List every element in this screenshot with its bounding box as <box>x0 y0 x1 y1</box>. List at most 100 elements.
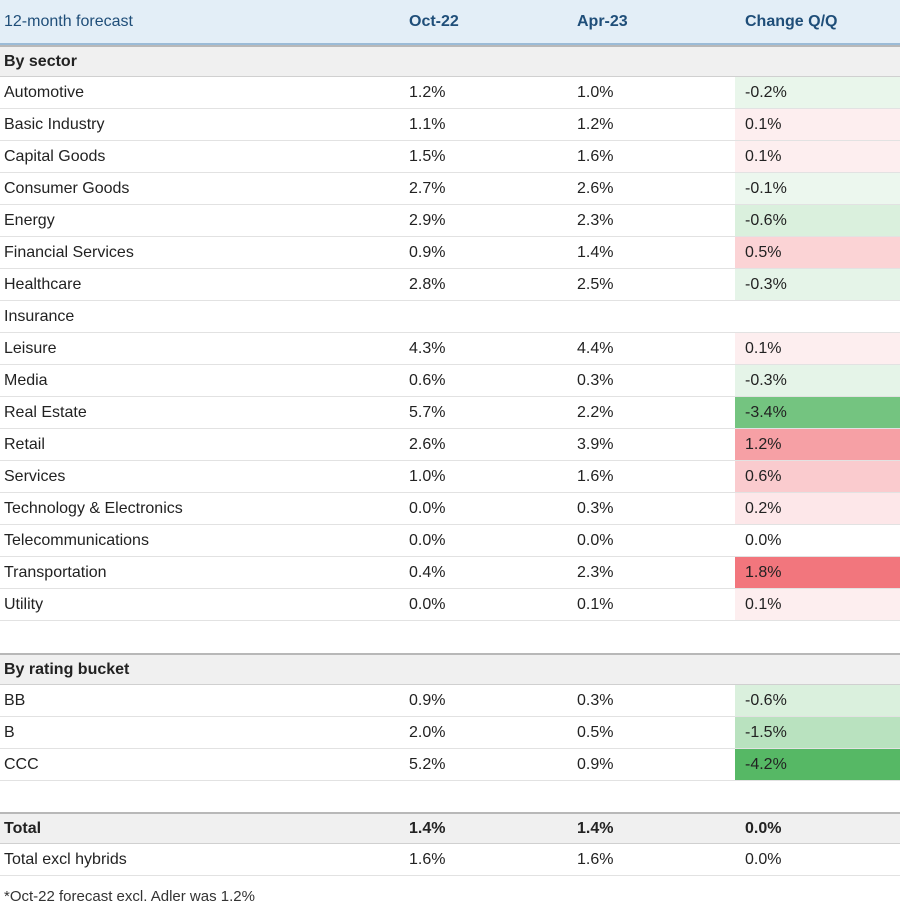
oct22-value: 2.9% <box>409 211 446 229</box>
row-label: Utility <box>4 595 44 613</box>
row-label: Real Estate <box>4 403 87 421</box>
footnote: *Oct-22 forecast excl. Adler was 1.2% <box>4 888 255 905</box>
change-value: 0.0% <box>745 850 782 868</box>
change-value: 0.1% <box>735 109 900 140</box>
table-row: Automotive 1.2% 1.0% -0.2% <box>0 77 900 109</box>
apr23-value: 0.3% <box>577 371 614 389</box>
table-row: Technology & Electronics 0.0% 0.3% 0.2% <box>0 493 900 525</box>
column-header: Oct-22 <box>409 12 459 30</box>
oct22-value: 1.1% <box>409 115 446 133</box>
oct22-value: 1.0% <box>409 467 446 485</box>
column-header: Change Q/Q <box>745 12 838 30</box>
apr23-value: 0.3% <box>577 691 614 709</box>
row-label: Media <box>4 371 48 389</box>
table-row: Financial Services 0.9% 1.4% 0.5% <box>0 237 900 269</box>
change-value: -0.3% <box>735 365 900 396</box>
oct22-value: 0.0% <box>409 595 446 613</box>
apr23-value: 0.5% <box>577 723 614 741</box>
column-header: 12-month forecast <box>4 12 133 30</box>
apr23-value: 1.6% <box>577 467 614 485</box>
row-label: Telecommunications <box>4 531 149 549</box>
change-value: 0.1% <box>735 333 900 364</box>
table-row: Total 1.4% 1.4% 0.0% <box>0 812 900 844</box>
oct22-value: 0.0% <box>409 499 446 517</box>
change-value: -0.3% <box>735 269 900 300</box>
row-label: Total excl hybrids <box>4 850 127 868</box>
oct22-value: 2.8% <box>409 275 446 293</box>
oct22-value <box>409 301 569 332</box>
section-title: By rating bucket <box>4 660 130 678</box>
table-row: Consumer Goods 2.7% 2.6% -0.1% <box>0 173 900 205</box>
apr23-value: 1.4% <box>577 243 614 261</box>
row-label: Capital Goods <box>4 147 106 165</box>
change-value: 1.2% <box>735 429 900 460</box>
row-label: Basic Industry <box>4 115 105 133</box>
apr23-value: 2.5% <box>577 275 614 293</box>
oct22-value: 0.9% <box>409 691 446 709</box>
header-row: 12-month forecast Oct-22 Apr-23 Change Q/Q <box>0 0 900 45</box>
table-row: Utility 0.0% 0.1% 0.1% <box>0 589 900 621</box>
apr23-value: 0.9% <box>577 755 614 773</box>
table-row: Healthcare 2.8% 2.5% -0.3% <box>0 269 900 301</box>
change-value: 0.5% <box>735 237 900 268</box>
row-label: Consumer Goods <box>4 179 130 197</box>
oct22-value: 4.3% <box>409 339 446 357</box>
row-label: BB <box>4 691 26 709</box>
apr23-value: 1.0% <box>577 83 614 101</box>
apr23-value: 2.3% <box>577 211 614 229</box>
oct22-value: 0.0% <box>409 531 446 549</box>
oct22-value: 0.6% <box>409 371 446 389</box>
apr23-value: 1.4% <box>577 819 614 837</box>
apr23-value: 1.2% <box>577 115 614 133</box>
table-row: Retail 2.6% 3.9% 1.2% <box>0 429 900 461</box>
row-label: Financial Services <box>4 243 134 261</box>
change-value: 0.2% <box>735 493 900 524</box>
oct22-value: 2.6% <box>409 435 446 453</box>
oct22-value: 2.7% <box>409 179 446 197</box>
change-value: -0.2% <box>735 77 900 108</box>
row-label: Services <box>4 467 66 485</box>
table-row: Leisure 4.3% 4.4% 0.1% <box>0 333 900 365</box>
row-label: Automotive <box>4 83 85 101</box>
table-row: Media 0.6% 0.3% -0.3% <box>0 365 900 397</box>
table-row: Insurance <box>0 301 900 333</box>
row-label: B <box>4 723 15 741</box>
oct22-value: 1.2% <box>409 83 446 101</box>
oct22-value: 1.5% <box>409 147 446 165</box>
change-value <box>735 301 900 332</box>
table-row: BB 0.9% 0.3% -0.6% <box>0 685 900 717</box>
row-label: Total <box>4 819 42 837</box>
table-row: Basic Industry 1.1% 1.2% 0.1% <box>0 109 900 141</box>
section-title: By sector <box>4 52 77 70</box>
oct22-value: 2.0% <box>409 723 446 741</box>
apr23-value: 2.2% <box>577 403 614 421</box>
row-label: Insurance <box>4 307 75 325</box>
change-value: 1.8% <box>735 557 900 588</box>
table-row: Total excl hybrids 1.6% 1.6% 0.0% <box>0 844 900 876</box>
apr23-value: 0.1% <box>577 595 614 613</box>
table-row: Transportation 0.4% 2.3% 1.8% <box>0 557 900 589</box>
change-value: -0.6% <box>735 205 900 236</box>
apr23-value: 0.3% <box>577 499 614 517</box>
table-row: Capital Goods 1.5% 1.6% 0.1% <box>0 141 900 173</box>
row-label: Leisure <box>4 339 57 357</box>
apr23-value: 4.4% <box>577 339 614 357</box>
apr23-value: 3.9% <box>577 435 614 453</box>
change-value: -4.2% <box>735 749 900 780</box>
column-header: Apr-23 <box>577 12 628 30</box>
section-header: By rating bucket <box>0 653 900 685</box>
change-value: -1.5% <box>735 717 900 748</box>
apr23-value <box>577 301 735 332</box>
change-value: 0.1% <box>735 589 900 620</box>
table-row: CCC 5.2% 0.9% -4.2% <box>0 749 900 781</box>
change-value: 0.0% <box>745 819 782 837</box>
row-label: Energy <box>4 211 55 229</box>
apr23-value: 2.6% <box>577 179 614 197</box>
change-value: -3.4% <box>735 397 900 428</box>
oct22-value: 0.4% <box>409 563 446 581</box>
table-row: B 2.0% 0.5% -1.5% <box>0 717 900 749</box>
apr23-value: 0.0% <box>577 531 614 549</box>
table-row: Energy 2.9% 2.3% -0.6% <box>0 205 900 237</box>
apr23-value: 1.6% <box>577 147 614 165</box>
apr23-value: 1.6% <box>577 850 614 868</box>
